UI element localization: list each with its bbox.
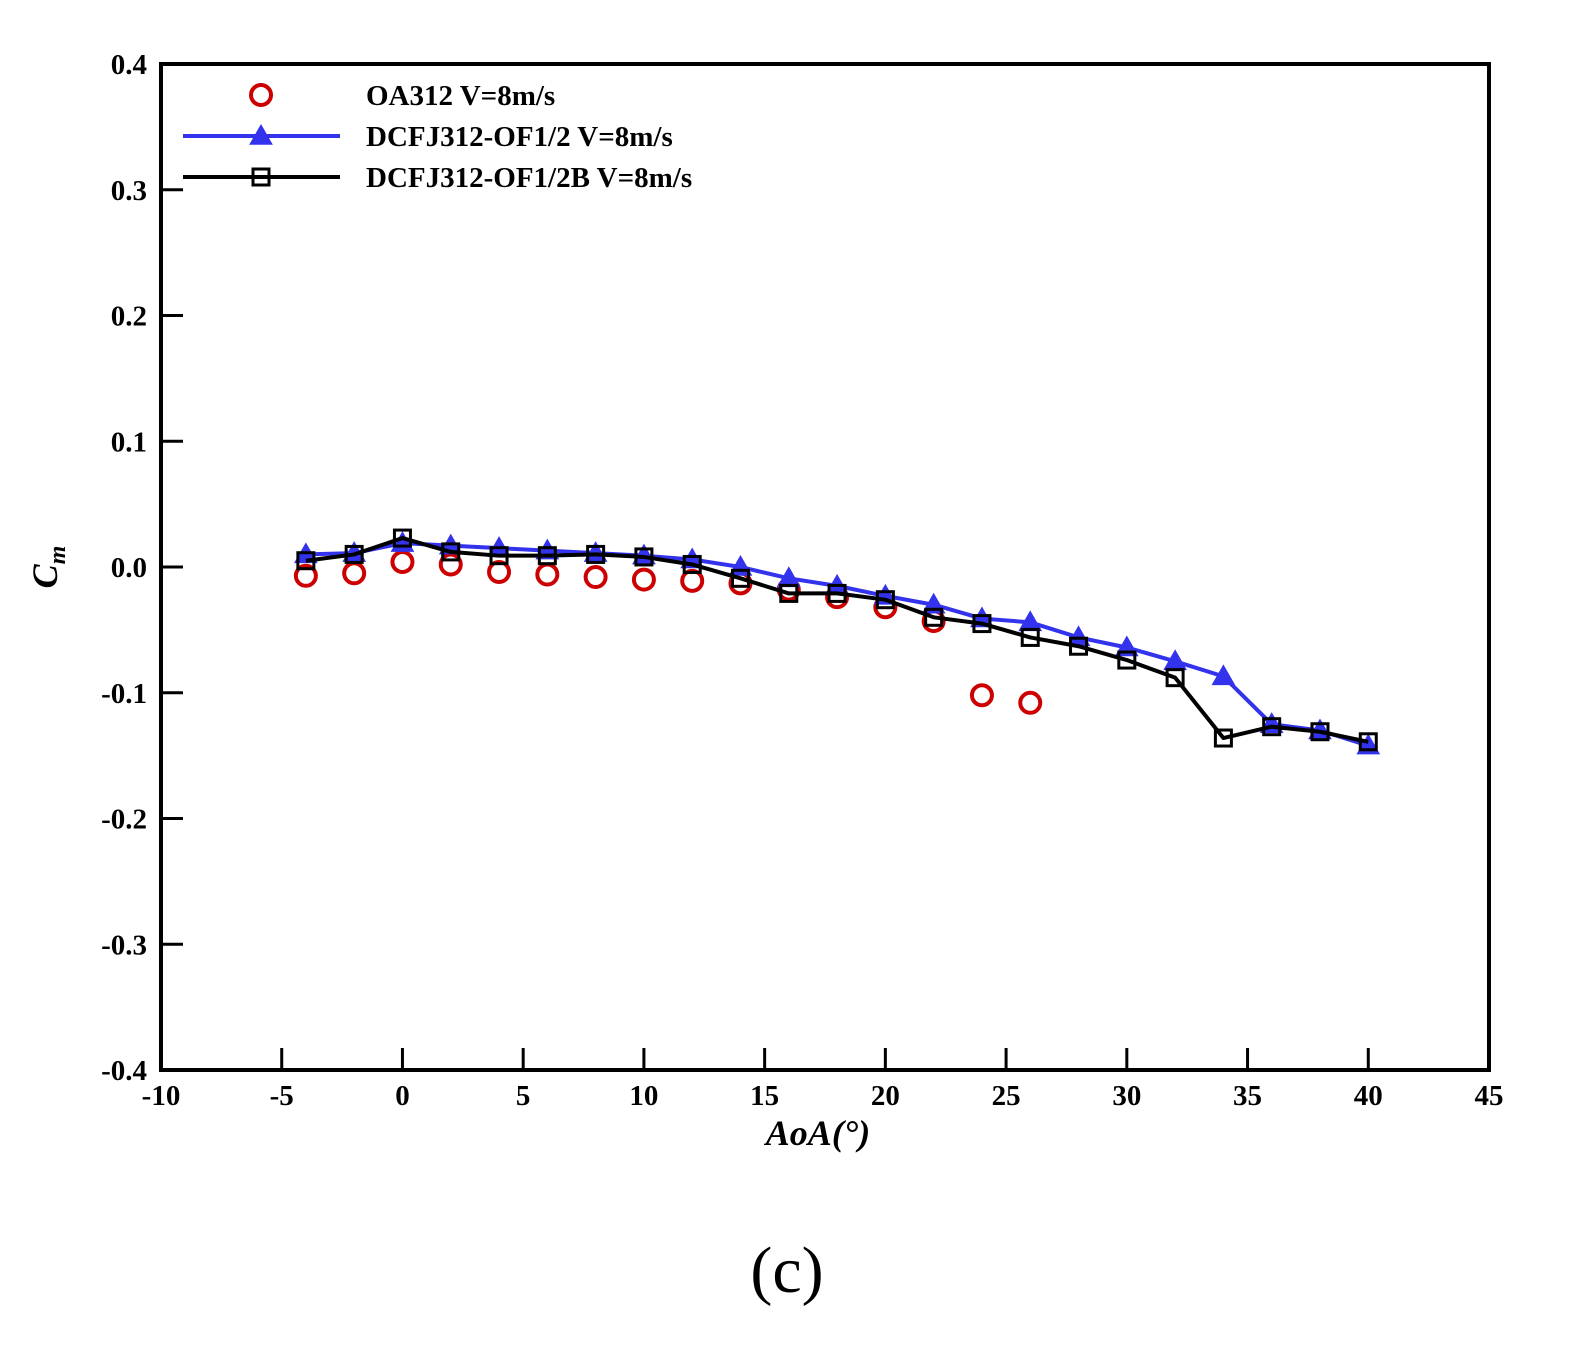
data-point: [924, 607, 944, 627]
y-tick-label: 0.2: [111, 301, 147, 333]
legend-label: DCFJ312-OF1/2B V=8m/s: [366, 162, 692, 194]
data-point: [1117, 650, 1137, 670]
data-point: [441, 542, 461, 562]
x-tick-label: 35: [1233, 1080, 1262, 1112]
legend-entry-1: OA312 V=8m/s: [249, 80, 555, 112]
data-point: [972, 614, 992, 634]
legend-marker: [249, 83, 273, 107]
series-layer: [293, 528, 1381, 755]
x-tick-label: 5: [516, 1080, 531, 1112]
data-point: [1020, 627, 1040, 647]
x-tick-label: 10: [629, 1080, 658, 1112]
data-point: [392, 528, 412, 548]
y-axis-title: Cm: [25, 546, 71, 589]
x-tick-label: -5: [270, 1080, 294, 1112]
data-point: [969, 683, 994, 708]
data-point: [682, 554, 702, 574]
data-point: [680, 568, 705, 593]
x-tick-label: 25: [992, 1080, 1021, 1112]
data-point: [342, 561, 367, 586]
data-point: [634, 547, 654, 567]
x-tick-label: 0: [395, 1080, 410, 1112]
data-point: [1211, 664, 1236, 686]
y-tick-label: 0.0: [111, 552, 147, 584]
data-point: [390, 549, 415, 574]
series-1: [293, 549, 1043, 715]
data-point: [827, 583, 847, 603]
data-point: [1213, 728, 1233, 748]
x-tick-label: 30: [1112, 1080, 1141, 1112]
x-tick-label: 20: [871, 1080, 900, 1112]
x-tick-label: 40: [1354, 1080, 1383, 1112]
data-point: [535, 562, 560, 587]
legend-marker: [249, 123, 273, 145]
data-point: [586, 544, 606, 564]
data-point: [730, 568, 750, 588]
y-tick-label: -0.3: [101, 929, 147, 961]
x-tick-label: -10: [142, 1080, 181, 1112]
x-axis-ticks: -10 -5 0 5 10 15 20 25 30 35 40 45: [142, 1048, 1504, 1112]
y-tick-label: -0.2: [101, 804, 147, 836]
data-point: [344, 544, 364, 564]
series-3: [296, 528, 1378, 752]
y-tick-label: -0.4: [101, 1055, 147, 1087]
legend-entry-2: DCFJ312-OF1/2 V=8m/s: [183, 121, 673, 153]
data-point: [1310, 722, 1330, 742]
data-point: [296, 551, 316, 571]
series-line: [305, 536, 1369, 744]
series-line: [305, 541, 1369, 748]
legend-label: OA312 V=8m/s: [366, 80, 555, 112]
x-tick-label: 15: [750, 1080, 779, 1112]
y-tick-label: 0.4: [111, 49, 147, 81]
x-axis-title: AoA(°): [764, 1113, 870, 1153]
data-point: [438, 552, 463, 577]
y-tick-label: 0.1: [111, 426, 147, 458]
data-point: [1165, 668, 1185, 688]
legend-entry-3: DCFJ312-OF1/2B V=8m/s: [183, 162, 692, 194]
svg-text:Cm: Cm: [25, 546, 71, 589]
y-tick-label: 0.3: [111, 175, 147, 207]
data-point: [487, 560, 512, 585]
data-point: [631, 567, 656, 592]
series-2: [294, 531, 1381, 755]
data-point: [1262, 717, 1282, 737]
panel-label: (c): [750, 1234, 823, 1307]
data-point: [875, 590, 895, 610]
x-tick-label: 45: [1475, 1080, 1504, 1112]
data-point: [537, 546, 557, 566]
y-axis-ticks: -0.4 -0.3 -0.2 -0.1 0.0 0.1 0.2 0.3 0.4: [101, 49, 183, 1087]
data-point: [779, 583, 799, 603]
data-point: [489, 546, 509, 566]
data-point: [583, 565, 608, 590]
data-point: [1069, 636, 1089, 656]
data-point: [293, 563, 318, 588]
legend-label: DCFJ312-OF1/2 V=8m/s: [366, 121, 673, 153]
y-axis-title-sub: m: [45, 546, 71, 565]
data-point: [1018, 690, 1043, 715]
legend-marker: [251, 167, 271, 187]
legend: OA312 V=8m/s DCFJ312-OF1/2 V=8m/s DCFJ312-…: [183, 80, 692, 194]
y-tick-label: -0.1: [101, 678, 147, 710]
y-axis-title-main: C: [25, 563, 65, 588]
data-point: [1358, 732, 1378, 752]
